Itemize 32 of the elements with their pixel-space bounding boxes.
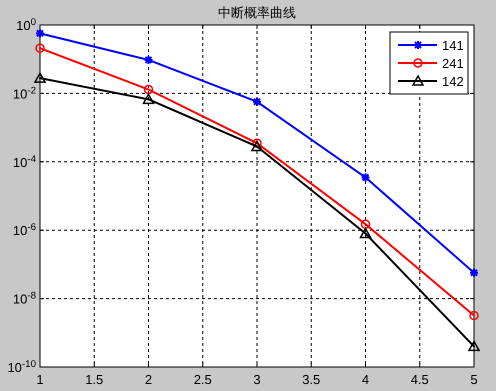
- point: [252, 138, 262, 148]
- point: [142, 94, 154, 104]
- x-tick-label: 3: [253, 372, 261, 387]
- x-tick-label: 3.5: [302, 372, 320, 387]
- x-tick-label: 4: [362, 372, 370, 387]
- y-tick-label: 10$^{0}$: [16, 16, 37, 33]
- x-tick-label: 5: [470, 372, 478, 387]
- y-tick-label: 10$^{-8}$: [12, 290, 36, 307]
- point: [360, 219, 370, 229]
- y-tick-label: 10$^{-6}$: [12, 222, 36, 238]
- legend-label: 241: [442, 56, 464, 71]
- y-tick-label: 10$^{-4}$: [12, 153, 37, 170]
- y-tick-label: 10$^{-2}$: [12, 84, 36, 102]
- legend-label: 141: [442, 38, 464, 53]
- point: [34, 72, 46, 83]
- y-tick-label: 10$^{-10}$: [7, 358, 37, 375]
- point: [469, 310, 479, 320]
- point: [144, 84, 154, 94]
- x-tick-label: 2: [144, 372, 152, 387]
- point: [251, 140, 263, 152]
- point: [35, 43, 45, 53]
- x-tick-label: 2.5: [194, 372, 212, 387]
- chart-title: 中断概率曲线: [218, 5, 296, 20]
- x-tick-label: 1: [36, 372, 44, 387]
- legend-label: 142: [442, 74, 464, 89]
- point: [252, 96, 262, 107]
- point: [360, 172, 370, 182]
- point: [144, 54, 154, 65]
- point: [468, 340, 480, 352]
- point: [360, 228, 372, 238]
- x-tick-label: 4.5: [410, 372, 429, 387]
- x-tick-label: 1.5: [85, 372, 104, 387]
